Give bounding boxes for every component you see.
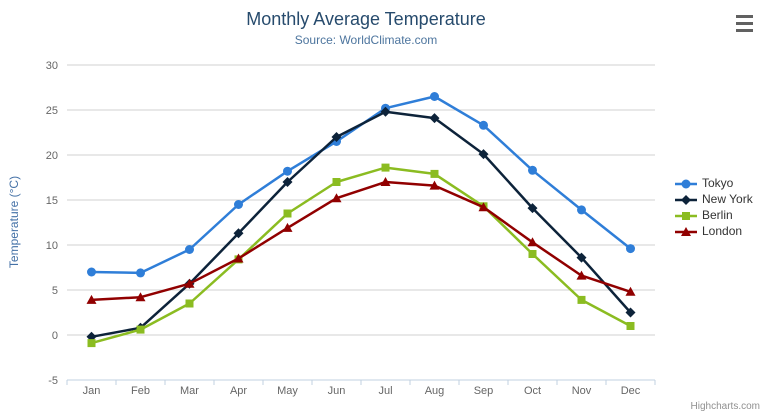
legend-square-icon [675, 211, 697, 220]
legend-triangle-icon [675, 226, 697, 236]
credits-link[interactable]: Highcharts.com [690, 401, 760, 412]
data-point[interactable] [478, 149, 489, 160]
data-point [681, 194, 691, 205]
x-tick-label: May [277, 385, 298, 397]
data-point[interactable] [625, 286, 636, 296]
x-tick-label: Mar [180, 385, 199, 397]
y-tick-label: -5 [48, 375, 58, 387]
chart-title: Monthly Average Temperature [246, 9, 486, 29]
y-tick-label: 20 [46, 150, 58, 162]
data-point[interactable] [185, 245, 194, 254]
data-point[interactable] [185, 299, 194, 308]
data-point[interactable] [625, 307, 636, 318]
x-tick-label: Apr [230, 385, 247, 397]
y-tick-label: 10 [46, 240, 58, 252]
data-point[interactable] [331, 132, 342, 142]
legend-label: London [702, 224, 743, 238]
data-point[interactable] [478, 202, 489, 212]
data-point[interactable] [429, 180, 440, 190]
x-tick-label: Aug [425, 385, 445, 397]
data-point[interactable] [234, 200, 243, 209]
data-point[interactable] [527, 203, 538, 214]
data-point[interactable] [332, 178, 341, 186]
legend-label: Berlin [702, 208, 733, 222]
data-point[interactable] [479, 120, 488, 130]
x-tick-label: Jan [83, 385, 101, 397]
y-tick-label: 30 [46, 60, 58, 72]
data-point[interactable] [136, 268, 145, 278]
x-tick-label: Sep [474, 385, 494, 397]
hamburger-icon [736, 15, 753, 18]
data-point[interactable] [576, 270, 587, 280]
data-point[interactable] [527, 237, 538, 247]
data-point [681, 226, 691, 236]
data-point[interactable] [136, 325, 145, 334]
data-point[interactable] [380, 106, 391, 117]
data-point[interactable] [233, 253, 244, 263]
x-tick-label: Oct [524, 385, 541, 397]
legend-label: New York [702, 192, 753, 206]
data-point[interactable] [528, 250, 537, 258]
x-tick-label: Nov [572, 385, 592, 397]
data-point[interactable] [430, 169, 439, 178]
series-london-line[interactable] [91, 180, 631, 302]
data-point[interactable] [282, 177, 293, 187]
data-point[interactable] [233, 228, 244, 239]
data-point[interactable] [331, 193, 342, 203]
hamburger-icon [736, 22, 753, 25]
data-point [682, 211, 690, 220]
legend-item-new-york[interactable]: New York [675, 193, 753, 206]
legend-label: Tokyo [702, 176, 734, 190]
data-point[interactable] [283, 166, 292, 176]
legend-diamond-icon [675, 194, 697, 205]
series-new-york-line[interactable] [91, 110, 632, 339]
series-london[interactable] [86, 177, 636, 304]
data-point[interactable] [626, 322, 635, 330]
data-point[interactable] [528, 165, 537, 175]
y-tick-label: 5 [52, 285, 58, 297]
legend-item-london[interactable]: London [675, 225, 753, 238]
x-tick-label: Feb [131, 385, 150, 397]
y-axis-title: Temperature (°C) [7, 175, 21, 269]
data-point[interactable] [380, 177, 391, 186]
series-new-york[interactable] [86, 106, 636, 342]
data-point[interactable] [577, 295, 586, 304]
y-tick-label: 25 [46, 105, 58, 117]
y-tick-label: 15 [46, 195, 58, 207]
data-point[interactable] [381, 163, 390, 172]
x-tick-label: Jun [328, 385, 346, 397]
x-tick-label: Jul [378, 385, 392, 397]
chart-subtitle: Source: WorldClimate.com [294, 33, 438, 47]
series-berlin-line[interactable] [91, 166, 632, 345]
data-point[interactable] [626, 244, 635, 254]
data-point[interactable] [184, 278, 195, 288]
legend-circle-icon [675, 179, 697, 188]
data-point[interactable] [283, 209, 292, 218]
export-menu-button[interactable] [735, 14, 757, 33]
legend: Tokyo New York Berlin London [675, 177, 753, 238]
legend-item-berlin[interactable]: Berlin [675, 209, 753, 222]
data-point[interactable] [135, 292, 146, 302]
legend-item-tokyo[interactable]: Tokyo [675, 177, 753, 190]
data-point[interactable] [282, 222, 293, 232]
series-tokyo[interactable] [87, 92, 635, 278]
data-point[interactable] [429, 113, 440, 124]
data-point[interactable] [577, 205, 586, 215]
data-point[interactable] [87, 267, 96, 277]
hamburger-icon [736, 29, 753, 32]
data-point[interactable] [86, 294, 97, 304]
data-point[interactable] [430, 92, 439, 101]
y-tick-label: 0 [52, 330, 58, 342]
series-tokyo-line[interactable] [91, 95, 632, 275]
data-point[interactable] [87, 339, 96, 348]
data-point [681, 179, 691, 188]
x-tick-label: Dec [621, 385, 641, 397]
data-point[interactable] [576, 252, 587, 263]
